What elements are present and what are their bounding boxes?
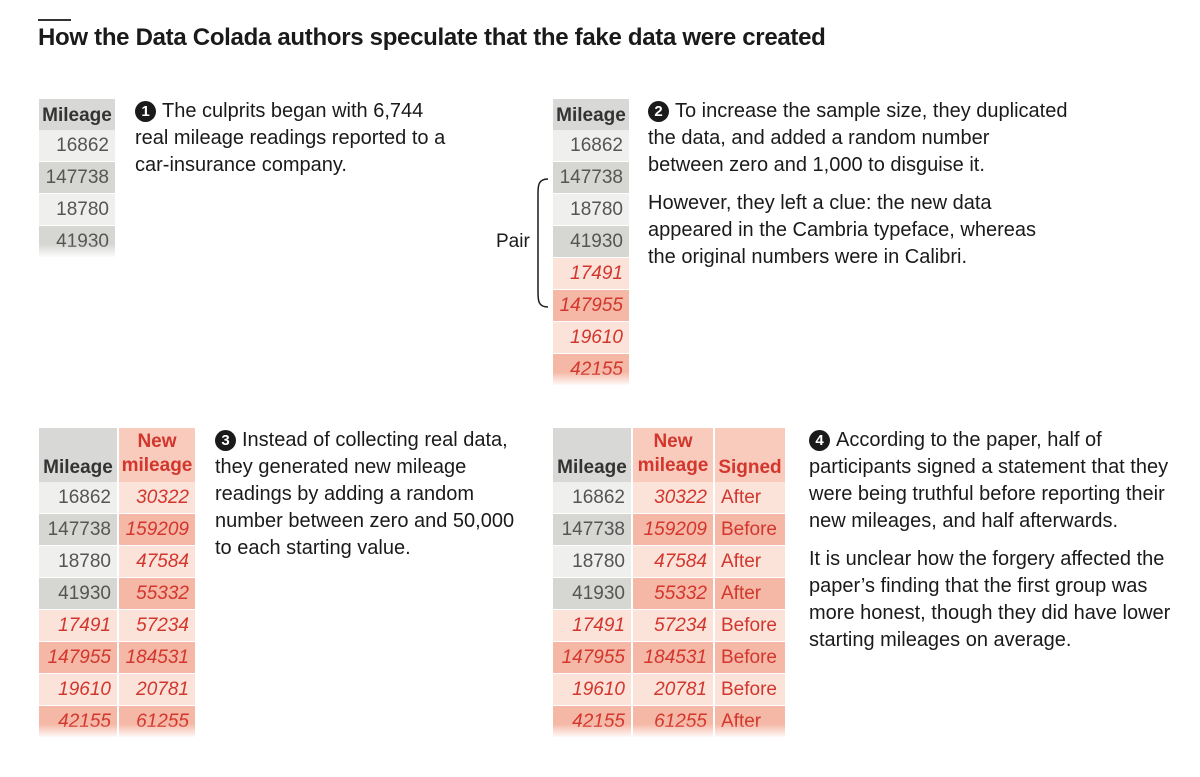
new-mileage-cell: 30322 xyxy=(119,482,195,513)
mileage-cell: 147955 xyxy=(553,290,629,321)
step-4-badge: 4 xyxy=(809,430,830,451)
mileage-cell: 16862 xyxy=(39,130,115,161)
mileage-column: Mileage 16862 147738 18780 41930 17491 147955 1… xyxy=(553,99,629,386)
new-mileage-cell: 61255 xyxy=(119,706,195,737)
mileage-header: Mileage xyxy=(553,99,629,130)
mileage-cell: 41930 xyxy=(39,226,115,257)
signed-column: Signed After Before After After Before Before B… xyxy=(715,428,785,738)
signed-cell: Before xyxy=(715,674,785,705)
mileage-cell: 147738 xyxy=(39,162,115,193)
mileage-cell: 147955 xyxy=(553,642,631,673)
step-3-text: Instead of collecting real data, they ge… xyxy=(215,429,515,559)
new-mileage-header: New mileage xyxy=(119,428,195,482)
new-mileage-cell: 47584 xyxy=(633,546,713,577)
page-title: How the Data Colada authors speculate th… xyxy=(38,24,826,51)
new-mileage-cell: 159209 xyxy=(633,514,713,545)
step-2-note: 2 To increase the sample size, they dupli… xyxy=(648,98,1068,271)
pair-bracket xyxy=(537,178,549,308)
new-mileage-cell: 159209 xyxy=(119,514,195,545)
mileage-cell: 18780 xyxy=(553,546,631,577)
mileage-column: Mileage 16862 147738 18780 41930 17491 147955 1… xyxy=(553,428,631,738)
signed-header: Signed xyxy=(715,428,785,482)
step-2-text: To increase the sample size, they duplic… xyxy=(648,100,1068,176)
new-mileage-column: New mileage 30322 159209 47584 55332 57234 1845… xyxy=(119,428,195,738)
signed-cell: Before xyxy=(715,642,785,673)
mileage-cell: 17491 xyxy=(553,258,629,289)
signed-cell: After xyxy=(715,706,785,737)
signed-cell: Before xyxy=(715,514,785,545)
new-mileage-cell: 184531 xyxy=(119,642,195,673)
new-mileage-header-line: New xyxy=(137,431,177,452)
mileage-cell: 41930 xyxy=(39,578,117,609)
mileage-cell: 19610 xyxy=(553,322,629,353)
new-mileage-cell: 55332 xyxy=(633,578,713,609)
step-4-text: According to the paper, half of particip… xyxy=(809,429,1169,532)
mileage-cell: 19610 xyxy=(39,674,117,705)
step-3-note: 3 Instead of collecting real data, they g… xyxy=(215,427,520,562)
step-4-text-2: It is unclear how the forgery affected t… xyxy=(809,548,1171,651)
mileage-cell: 16862 xyxy=(553,482,631,513)
new-mileage-cell: 20781 xyxy=(633,674,713,705)
mileage-header: Mileage xyxy=(39,428,117,482)
new-mileage-cell: 30322 xyxy=(633,482,713,513)
mileage-cell: 41930 xyxy=(553,226,629,257)
new-mileage-header: New mileage xyxy=(633,428,713,482)
new-mileage-cell: 57234 xyxy=(119,610,195,641)
mileage-cell: 42155 xyxy=(553,354,629,385)
step-1-badge: 1 xyxy=(135,101,156,122)
mileage-cell: 147738 xyxy=(553,162,629,193)
mileage-cell: 16862 xyxy=(553,130,629,161)
step-1-note: 1 The culprits began with 6,744 real mile… xyxy=(135,98,455,179)
step-1-text: The culprits began with 6,744 real milea… xyxy=(135,100,446,176)
step-3-badge: 3 xyxy=(215,430,236,451)
step-4-note: 4 According to the paper, half of partici… xyxy=(809,427,1184,654)
title-rule xyxy=(38,19,71,21)
mileage-cell: 17491 xyxy=(553,610,631,641)
step-2-badge: 2 xyxy=(648,101,669,122)
signed-cell: After xyxy=(715,546,785,577)
mileage-cell: 16862 xyxy=(39,482,117,513)
new-mileage-cell: 20781 xyxy=(119,674,195,705)
mileage-cell: 147955 xyxy=(39,642,117,673)
mileage-cell: 19610 xyxy=(553,674,631,705)
mileage-column: Mileage 16862 147738 18780 41930 xyxy=(39,99,115,258)
new-mileage-header-line: mileage xyxy=(637,455,709,476)
mileage-cell: 17491 xyxy=(39,610,117,641)
new-mileage-column: New mileage 30322 159209 47584 55332 57234 1845… xyxy=(633,428,713,738)
new-mileage-cell: 57234 xyxy=(633,610,713,641)
new-mileage-header-line: New xyxy=(653,431,693,452)
signed-cell: After xyxy=(715,578,785,609)
mileage-cell: 18780 xyxy=(39,546,117,577)
new-mileage-cell: 47584 xyxy=(119,546,195,577)
mileage-header: Mileage xyxy=(553,428,631,482)
new-mileage-cell: 55332 xyxy=(119,578,195,609)
mileage-cell: 42155 xyxy=(553,706,631,737)
mileage-cell: 18780 xyxy=(553,194,629,225)
new-mileage-header-line: mileage xyxy=(121,455,193,476)
mileage-cell: 147738 xyxy=(39,514,117,545)
new-mileage-cell: 61255 xyxy=(633,706,713,737)
new-mileage-cell: 184531 xyxy=(633,642,713,673)
mileage-cell: 41930 xyxy=(553,578,631,609)
mileage-cell: 42155 xyxy=(39,706,117,737)
mileage-cell: 18780 xyxy=(39,194,115,225)
mileage-cell: 147738 xyxy=(553,514,631,545)
mileage-header: Mileage xyxy=(39,99,115,130)
step-2-text-2: However, they left a clue: the new data … xyxy=(648,192,1037,268)
pair-label: Pair xyxy=(496,231,530,252)
signed-cell: After xyxy=(715,482,785,513)
signed-cell: Before xyxy=(715,610,785,641)
mileage-column: Mileage 16862 147738 18780 41930 17491 147955 1… xyxy=(39,428,117,738)
